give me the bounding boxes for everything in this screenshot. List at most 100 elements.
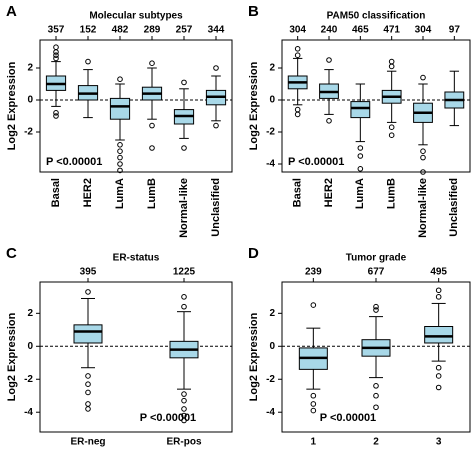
y-tick-label: 2 <box>269 63 275 74</box>
outlier <box>53 49 59 55</box>
outlier <box>326 118 332 124</box>
outlier <box>357 153 364 159</box>
outlier <box>149 145 155 151</box>
plot-frame <box>281 39 471 173</box>
count-label: 677 <box>368 267 385 278</box>
count-label: 482 <box>112 25 129 36</box>
category-label: ER-neg <box>71 437 106 448</box>
panel-letter: C <box>6 245 17 262</box>
chart-title: Molecular subtypes <box>89 11 183 22</box>
y-tick-label: -2 <box>24 127 33 138</box>
outlier <box>310 401 317 407</box>
outlier <box>85 406 91 412</box>
y-tick-label: 2 <box>27 63 33 74</box>
chart-title: ER-status <box>113 253 160 264</box>
count-label: 357 <box>48 25 65 36</box>
category-label: Unclasified <box>448 178 460 237</box>
outlier <box>117 76 123 82</box>
count-label: 471 <box>383 25 400 36</box>
outlier <box>53 52 59 59</box>
count-label: 465 <box>352 25 369 36</box>
outlier <box>373 307 379 313</box>
outlier <box>420 74 426 81</box>
category-label: LumA <box>114 178 126 209</box>
count-label: 344 <box>208 25 225 36</box>
outlier <box>85 289 91 295</box>
p-value: P <0.00001 <box>46 156 102 168</box>
count-label: 304 <box>415 25 432 36</box>
outlier <box>388 124 395 130</box>
chart-title: PAM50 classification <box>327 11 426 22</box>
outlier <box>294 46 301 52</box>
y-tick-label: -2 <box>266 374 275 385</box>
outlier <box>373 392 379 399</box>
outlier <box>310 392 317 399</box>
panel-letter: B <box>248 3 259 20</box>
plot-frame <box>281 281 471 433</box>
p-value: P <0.00001 <box>288 156 344 168</box>
y-tick-label: 0 <box>27 341 33 352</box>
outlier <box>181 391 187 397</box>
category-label: Basal <box>50 178 62 207</box>
count-label: 304 <box>289 25 306 36</box>
y-tick-label: -2 <box>266 127 275 138</box>
outlier <box>435 373 442 379</box>
outlier <box>117 161 123 167</box>
y-axis-label: Log2 Expression <box>248 312 260 401</box>
outlier <box>420 154 426 161</box>
outlier <box>85 381 91 387</box>
outlier <box>310 407 317 414</box>
outlier <box>388 58 395 65</box>
box <box>350 101 371 119</box>
outlier <box>435 294 442 300</box>
plot-frame <box>39 281 233 433</box>
count-label: 239 <box>305 267 322 278</box>
outlier <box>149 60 155 67</box>
y-tick-label: -2 <box>24 374 33 385</box>
outlier <box>53 44 59 51</box>
y-axis-label: Log2 Expression <box>6 312 18 401</box>
y-tick-label: -4 <box>266 407 275 418</box>
outlier <box>85 373 91 379</box>
outlier <box>294 106 301 113</box>
outlier <box>435 384 442 391</box>
y-tick-label: 0 <box>27 95 33 106</box>
p-value: P <0.00001 <box>320 412 376 424</box>
outlier <box>357 145 364 151</box>
outlier <box>53 110 59 116</box>
category-label: Normal-like <box>417 178 429 238</box>
count-label: 97 <box>449 25 461 36</box>
outlier <box>213 122 219 129</box>
category-label: LumB <box>146 178 158 209</box>
box <box>109 97 131 120</box>
outlier <box>373 404 379 411</box>
category-label: LumA <box>354 178 366 209</box>
y-tick-label: 2 <box>269 308 275 319</box>
outlier <box>53 113 59 119</box>
count-label: 240 <box>321 25 338 36</box>
count-label: 257 <box>176 25 193 36</box>
count-label: 395 <box>80 267 97 278</box>
outlier <box>373 303 379 310</box>
category-label: Normal-like <box>178 178 190 238</box>
category-label: 3 <box>436 437 442 448</box>
outlier <box>181 79 187 86</box>
outlier <box>117 142 123 148</box>
panel-letter: D <box>248 245 259 262</box>
outlier <box>435 364 442 371</box>
outlier <box>388 132 395 138</box>
outlier <box>435 287 442 294</box>
outlier <box>388 63 395 70</box>
outlier <box>181 145 187 151</box>
outlier <box>181 294 187 300</box>
outlier <box>85 58 91 65</box>
p-value: P <0.00001 <box>140 412 196 424</box>
y-tick-label: 2 <box>27 308 33 319</box>
outlier <box>53 55 59 62</box>
outlier <box>117 154 123 161</box>
chart-title: Tumor grade <box>346 253 407 264</box>
outlier <box>294 111 301 118</box>
panel-letter: A <box>6 3 17 20</box>
y-tick-label: 0 <box>269 95 275 106</box>
